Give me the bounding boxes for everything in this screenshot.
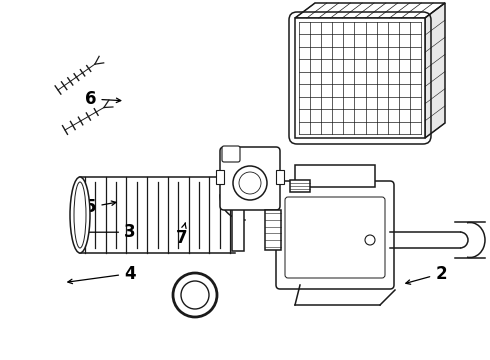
Text: 2: 2: [406, 265, 447, 284]
Bar: [290, 180, 310, 192]
Text: 4: 4: [68, 265, 136, 284]
Circle shape: [233, 166, 267, 200]
Bar: [216, 170, 224, 184]
Bar: [232, 179, 244, 251]
Bar: [295, 165, 375, 187]
Circle shape: [239, 172, 261, 194]
Text: 1: 1: [293, 187, 319, 212]
FancyBboxPatch shape: [276, 181, 394, 289]
Bar: [265, 210, 281, 250]
Polygon shape: [295, 3, 445, 18]
Ellipse shape: [74, 182, 86, 248]
FancyBboxPatch shape: [285, 197, 385, 278]
Circle shape: [365, 235, 375, 245]
Text: 3: 3: [80, 223, 136, 241]
Text: 5: 5: [85, 198, 116, 216]
FancyBboxPatch shape: [220, 147, 280, 210]
FancyBboxPatch shape: [222, 146, 240, 162]
Circle shape: [173, 273, 217, 317]
Circle shape: [181, 281, 209, 309]
Ellipse shape: [70, 177, 90, 253]
Polygon shape: [425, 3, 445, 138]
Text: 6: 6: [85, 90, 121, 108]
Bar: [295, 18, 425, 138]
Text: 7: 7: [175, 223, 187, 247]
Bar: [276, 170, 284, 184]
